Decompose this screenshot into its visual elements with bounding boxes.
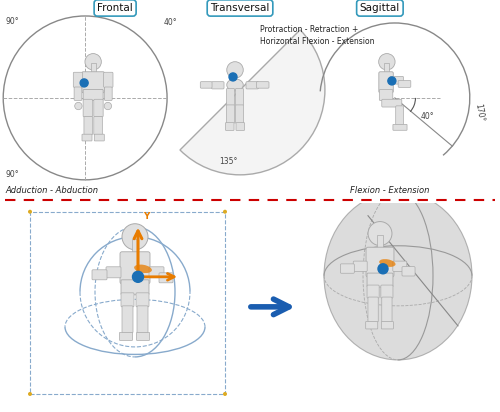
FancyBboxPatch shape bbox=[366, 247, 394, 277]
Circle shape bbox=[28, 392, 32, 396]
Circle shape bbox=[223, 392, 227, 396]
FancyBboxPatch shape bbox=[393, 261, 407, 272]
Ellipse shape bbox=[379, 259, 396, 267]
FancyBboxPatch shape bbox=[382, 99, 402, 107]
FancyBboxPatch shape bbox=[74, 87, 82, 101]
Circle shape bbox=[104, 102, 112, 110]
Wedge shape bbox=[180, 30, 325, 175]
Text: 90°: 90° bbox=[5, 170, 19, 179]
FancyBboxPatch shape bbox=[246, 82, 258, 89]
Circle shape bbox=[223, 210, 227, 214]
FancyBboxPatch shape bbox=[367, 285, 379, 298]
FancyBboxPatch shape bbox=[74, 72, 82, 87]
FancyBboxPatch shape bbox=[83, 99, 92, 117]
Circle shape bbox=[74, 102, 82, 110]
FancyBboxPatch shape bbox=[136, 293, 149, 307]
FancyBboxPatch shape bbox=[226, 105, 234, 123]
FancyBboxPatch shape bbox=[367, 273, 393, 287]
FancyBboxPatch shape bbox=[256, 82, 269, 88]
FancyBboxPatch shape bbox=[82, 72, 104, 93]
FancyBboxPatch shape bbox=[368, 297, 378, 322]
FancyBboxPatch shape bbox=[94, 117, 102, 135]
Circle shape bbox=[229, 73, 237, 81]
FancyBboxPatch shape bbox=[82, 134, 92, 141]
Circle shape bbox=[378, 54, 395, 70]
FancyBboxPatch shape bbox=[121, 280, 149, 295]
FancyBboxPatch shape bbox=[104, 87, 112, 101]
FancyBboxPatch shape bbox=[236, 105, 244, 123]
Circle shape bbox=[368, 222, 392, 246]
FancyBboxPatch shape bbox=[200, 82, 212, 88]
Text: Transversal: Transversal bbox=[210, 3, 270, 13]
Bar bbox=[132, 239, 138, 253]
Ellipse shape bbox=[324, 192, 472, 360]
FancyBboxPatch shape bbox=[92, 270, 107, 280]
FancyBboxPatch shape bbox=[137, 306, 148, 333]
Text: Frontal: Frontal bbox=[97, 3, 133, 13]
FancyBboxPatch shape bbox=[393, 124, 407, 130]
Ellipse shape bbox=[134, 265, 152, 273]
Text: 40°: 40° bbox=[421, 112, 434, 121]
FancyBboxPatch shape bbox=[402, 267, 415, 276]
FancyBboxPatch shape bbox=[120, 252, 150, 284]
Circle shape bbox=[28, 210, 32, 214]
FancyBboxPatch shape bbox=[94, 99, 103, 117]
FancyBboxPatch shape bbox=[380, 89, 393, 101]
FancyBboxPatch shape bbox=[396, 106, 404, 125]
FancyBboxPatch shape bbox=[236, 89, 244, 105]
Circle shape bbox=[122, 224, 148, 250]
Circle shape bbox=[378, 264, 388, 274]
FancyBboxPatch shape bbox=[104, 72, 113, 87]
FancyBboxPatch shape bbox=[122, 306, 133, 333]
FancyBboxPatch shape bbox=[149, 267, 164, 278]
Bar bbox=[90, 63, 96, 73]
FancyBboxPatch shape bbox=[366, 321, 378, 329]
FancyBboxPatch shape bbox=[120, 332, 132, 340]
FancyBboxPatch shape bbox=[159, 273, 173, 283]
Bar bbox=[377, 235, 383, 248]
Text: Protraction - Retraction +
Horizontal Flexion - Extension: Protraction - Retraction + Horizontal Fl… bbox=[260, 25, 374, 47]
FancyBboxPatch shape bbox=[398, 80, 411, 87]
Text: 135°: 135° bbox=[219, 157, 238, 166]
Text: Adduction - Abduction: Adduction - Abduction bbox=[5, 186, 98, 195]
FancyBboxPatch shape bbox=[382, 321, 394, 329]
Ellipse shape bbox=[227, 79, 244, 91]
Text: Flexion - Extension: Flexion - Extension bbox=[350, 186, 430, 195]
Text: 90°: 90° bbox=[5, 17, 19, 26]
FancyBboxPatch shape bbox=[136, 332, 149, 340]
Circle shape bbox=[388, 77, 396, 85]
FancyBboxPatch shape bbox=[236, 123, 244, 130]
FancyBboxPatch shape bbox=[226, 123, 234, 130]
FancyBboxPatch shape bbox=[390, 76, 404, 84]
FancyBboxPatch shape bbox=[226, 89, 234, 105]
FancyBboxPatch shape bbox=[381, 285, 393, 298]
FancyBboxPatch shape bbox=[121, 293, 134, 307]
Bar bbox=[384, 63, 390, 73]
FancyBboxPatch shape bbox=[382, 297, 392, 322]
Circle shape bbox=[227, 62, 244, 78]
FancyBboxPatch shape bbox=[94, 134, 104, 141]
FancyBboxPatch shape bbox=[340, 264, 354, 273]
Text: 170°: 170° bbox=[473, 103, 485, 123]
FancyBboxPatch shape bbox=[353, 261, 367, 272]
FancyBboxPatch shape bbox=[379, 72, 394, 93]
Text: Sagittal: Sagittal bbox=[360, 3, 400, 13]
FancyBboxPatch shape bbox=[106, 267, 121, 278]
FancyBboxPatch shape bbox=[83, 89, 103, 101]
Circle shape bbox=[132, 271, 143, 282]
Circle shape bbox=[80, 79, 88, 87]
Text: 40°: 40° bbox=[164, 18, 177, 27]
Circle shape bbox=[85, 54, 102, 70]
FancyBboxPatch shape bbox=[84, 117, 92, 135]
Text: Y: Y bbox=[143, 212, 150, 221]
FancyBboxPatch shape bbox=[212, 82, 224, 89]
